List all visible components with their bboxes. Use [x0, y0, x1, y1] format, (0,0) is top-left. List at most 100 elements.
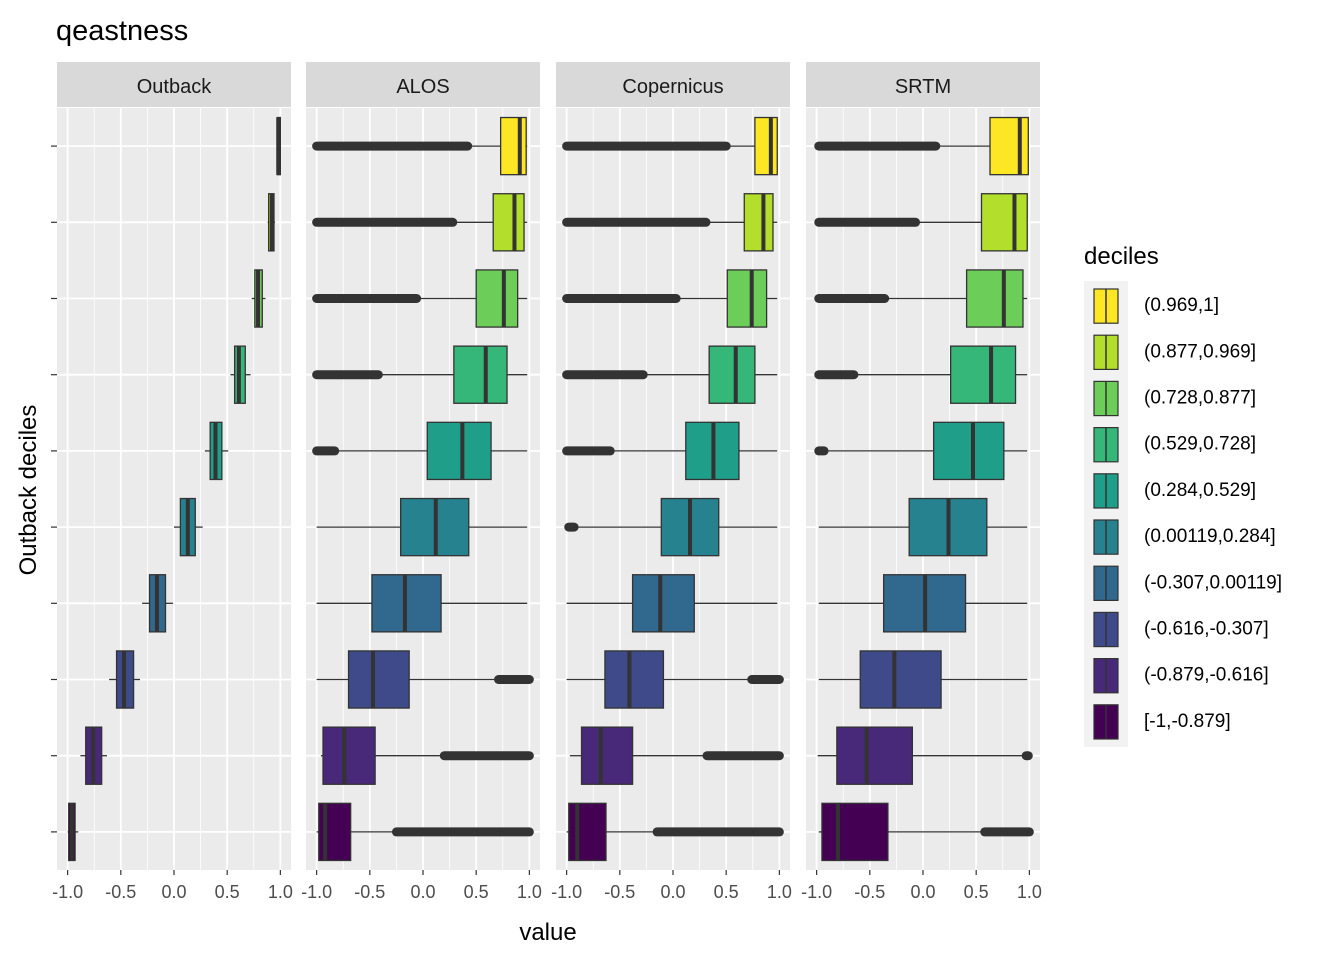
box-outback-0 [67, 802, 79, 862]
x-tick-label: -1.0 [301, 882, 332, 902]
box [932, 421, 1005, 481]
box-alos-1 [320, 726, 534, 785]
box-outback-9 [276, 116, 282, 176]
box-outback-6 [230, 345, 251, 404]
box [836, 726, 914, 785]
legend-item: (-0.616,-0.307] [1093, 611, 1269, 648]
box-copernicus-5 [562, 421, 778, 481]
chart-title: qeastness [56, 15, 188, 47]
box [347, 650, 410, 709]
box-copernicus-6 [562, 345, 778, 404]
x-axis-title: value [519, 919, 576, 946]
box [499, 116, 527, 176]
legend-item: (0.00119,0.284] [1093, 519, 1276, 555]
box-srtm-0 [818, 802, 1034, 862]
box-srtm-6 [814, 345, 1028, 404]
legend-label: (0.00119,0.284] [1144, 526, 1276, 547]
facet-strip-label: SRTM [895, 76, 951, 98]
box-copernicus-8 [562, 193, 778, 252]
facet-panels: Outback -1.0 -0.5 0.0 0.5 1.0 ALOS -1.0 -0.5 0.0 0… [51, 62, 1042, 902]
box-srtm-3 [818, 574, 1028, 633]
box [965, 269, 1024, 328]
facet-strip [306, 62, 540, 107]
box-alos-6 [312, 345, 528, 404]
legend-title: deciles [1084, 243, 1159, 270]
box-copernicus-2 [566, 650, 784, 709]
box [708, 345, 756, 404]
box-alos-9 [312, 116, 528, 176]
x-tick-label: -1.0 [52, 882, 83, 902]
x-tick-label: 0.0 [410, 882, 435, 902]
facet-strip [806, 62, 1040, 107]
x-tick-label: -1.0 [801, 882, 832, 902]
facet-strip [57, 62, 291, 107]
x-tick-label: 0.0 [161, 882, 186, 902]
box-srtm-1 [817, 726, 1033, 785]
box-outback-2 [109, 650, 140, 709]
box [426, 421, 492, 481]
box [980, 193, 1028, 252]
legend-label: (0.969,1] [1144, 295, 1219, 316]
legend-item: (0.969,1] [1093, 288, 1219, 324]
box [322, 726, 376, 785]
legend-item: (-0.307,0.00119] [1093, 565, 1282, 602]
box-alos-2 [316, 650, 534, 709]
box-copernicus-9 [562, 116, 778, 176]
box-copernicus-1 [569, 726, 784, 785]
box-copernicus-0 [566, 802, 784, 862]
legend-label: (-0.616,-0.307] [1144, 619, 1269, 640]
x-tick-label: 0.5 [215, 882, 240, 902]
x-tick-label: 0.5 [714, 882, 739, 902]
box [475, 269, 519, 328]
legend-item: (0.728,0.877] [1093, 380, 1256, 417]
box-srtm-5 [814, 421, 1028, 481]
box-alos-5 [312, 421, 528, 481]
facet-strip [556, 62, 790, 107]
legend-label: [-1,-0.879] [1144, 711, 1231, 732]
box-alos-3 [316, 574, 528, 633]
legend-label: (0.529,0.728] [1144, 434, 1256, 455]
box [492, 193, 525, 252]
legend-label: (0.728,0.877] [1144, 388, 1256, 409]
legend-item: [-1,-0.879] [1093, 704, 1231, 740]
box-copernicus-3 [566, 574, 778, 633]
box-alos-0 [316, 802, 534, 862]
box [580, 726, 634, 785]
box [726, 269, 768, 328]
box [631, 574, 695, 633]
x-tick-label: 1.0 [1017, 882, 1042, 902]
box [604, 650, 665, 709]
facet-copernicus: Copernicus -1.0 -0.5 0.0 0.5 1.0 [551, 62, 792, 902]
box-alos-4 [316, 497, 528, 557]
box-srtm-4 [818, 497, 1028, 557]
x-tick-label: 1.0 [268, 882, 293, 902]
box [754, 116, 778, 176]
legend: (0.969,1] (0.877,0.969] (0.728,0.877] (0.52… [1084, 281, 1282, 747]
legend-label: (-0.879,-0.616] [1144, 665, 1269, 686]
box-outback-5 [204, 421, 229, 481]
facet-alos: ALOS -1.0 -0.5 0.0 0.5 1.0 [301, 62, 542, 902]
legend-label: (0.284,0.529] [1144, 480, 1256, 501]
box-outback-1 [80, 726, 107, 785]
facet-outback: Outback -1.0 -0.5 0.0 0.5 1.0 [51, 62, 293, 902]
facet-srtm: SRTM -1.0 -0.5 0.0 0.5 1.0 [801, 62, 1042, 902]
legend-label: (0.877,0.969] [1144, 341, 1256, 362]
facet-strip-label: ALOS [396, 76, 449, 98]
x-tick-label: -0.5 [854, 882, 885, 902]
box [859, 650, 942, 709]
box-srtm-7 [814, 269, 1028, 328]
box [568, 802, 607, 862]
box-outback-7 [251, 269, 266, 328]
x-tick-label: 0.5 [464, 882, 489, 902]
legend-label: (-0.307,0.00119] [1144, 572, 1282, 593]
x-tick-label: -0.5 [354, 882, 385, 902]
box-alos-7 [312, 269, 528, 328]
facet-strip-label: Copernicus [622, 76, 723, 98]
facet-strip-label: Outback [137, 76, 212, 98]
legend-item: (0.529,0.728] [1093, 427, 1256, 463]
box-outback-3 [142, 574, 173, 633]
box [950, 345, 1017, 404]
y-axis-title: Outback deciles [15, 405, 42, 576]
x-tick-label: -0.5 [105, 882, 136, 902]
